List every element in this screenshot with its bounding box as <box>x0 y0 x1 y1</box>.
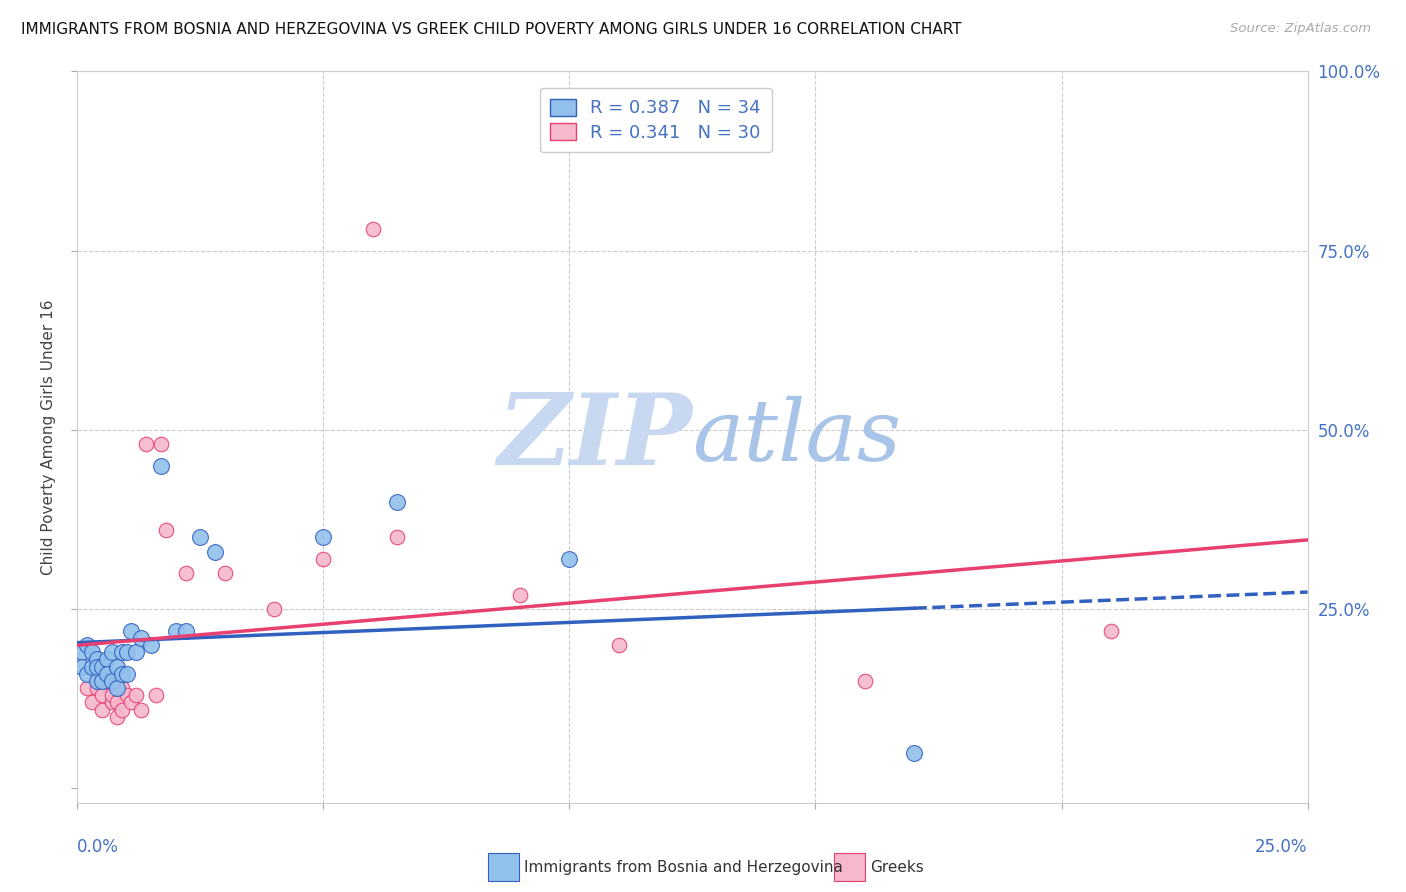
Point <box>145 688 167 702</box>
Point <box>121 695 143 709</box>
Point <box>76 638 98 652</box>
Point <box>131 631 153 645</box>
Text: ZIP: ZIP <box>498 389 693 485</box>
Point <box>214 566 236 581</box>
Point <box>131 702 153 716</box>
Point <box>70 659 93 673</box>
Text: 25.0%: 25.0% <box>1256 838 1308 856</box>
Point <box>853 673 876 688</box>
Point <box>165 624 187 638</box>
Point <box>90 673 114 688</box>
Point <box>101 673 124 688</box>
Legend: R = 0.387   N = 34, R = 0.341   N = 30: R = 0.387 N = 34, R = 0.341 N = 30 <box>540 87 772 153</box>
Point <box>190 531 212 545</box>
Text: 0.0%: 0.0% <box>77 838 120 856</box>
Point <box>90 688 114 702</box>
Point <box>312 552 335 566</box>
Text: Greeks: Greeks <box>870 861 924 875</box>
Point <box>105 681 128 695</box>
Point <box>111 645 132 659</box>
Point <box>96 673 118 688</box>
Point <box>86 681 108 695</box>
Point <box>86 673 108 688</box>
Text: Immigrants from Bosnia and Herzegovina: Immigrants from Bosnia and Herzegovina <box>524 861 844 875</box>
Text: IMMIGRANTS FROM BOSNIA AND HERZEGOVINA VS GREEK CHILD POVERTY AMONG GIRLS UNDER : IMMIGRANTS FROM BOSNIA AND HERZEGOVINA V… <box>21 22 962 37</box>
Point <box>101 645 124 659</box>
Point <box>263 602 285 616</box>
Point <box>607 638 630 652</box>
Point <box>387 531 409 545</box>
Y-axis label: Child Poverty Among Girls Under 16: Child Poverty Among Girls Under 16 <box>41 300 56 574</box>
Point <box>86 652 108 666</box>
Point <box>150 458 173 473</box>
Point <box>105 710 128 724</box>
Point <box>96 652 118 666</box>
Point <box>105 659 128 673</box>
Point <box>558 552 581 566</box>
Point <box>111 681 132 695</box>
Point <box>101 695 124 709</box>
Point <box>174 566 197 581</box>
Point <box>125 688 148 702</box>
Point <box>361 222 384 236</box>
Point <box>105 695 128 709</box>
Point <box>76 681 98 695</box>
Point <box>155 524 177 538</box>
Point <box>125 645 148 659</box>
Point <box>204 545 226 559</box>
Point <box>115 666 138 681</box>
Point <box>90 659 114 673</box>
Point <box>82 645 104 659</box>
Point <box>111 666 132 681</box>
Point <box>76 666 98 681</box>
Point <box>115 688 138 702</box>
Point <box>141 638 163 652</box>
Point <box>312 531 335 545</box>
Point <box>150 437 173 451</box>
Text: atlas: atlas <box>693 396 901 478</box>
Point <box>101 688 124 702</box>
Point <box>96 666 118 681</box>
Point <box>82 695 104 709</box>
Point <box>82 659 104 673</box>
Point <box>1099 624 1122 638</box>
Text: Source: ZipAtlas.com: Source: ZipAtlas.com <box>1230 22 1371 36</box>
Point <box>121 624 143 638</box>
Point <box>70 645 93 659</box>
Point <box>90 702 114 716</box>
Point <box>135 437 157 451</box>
Point <box>387 494 409 508</box>
Point <box>86 659 108 673</box>
Point <box>174 624 197 638</box>
Point <box>111 702 132 716</box>
Point <box>115 645 138 659</box>
Point <box>509 588 531 602</box>
Point <box>903 746 925 760</box>
